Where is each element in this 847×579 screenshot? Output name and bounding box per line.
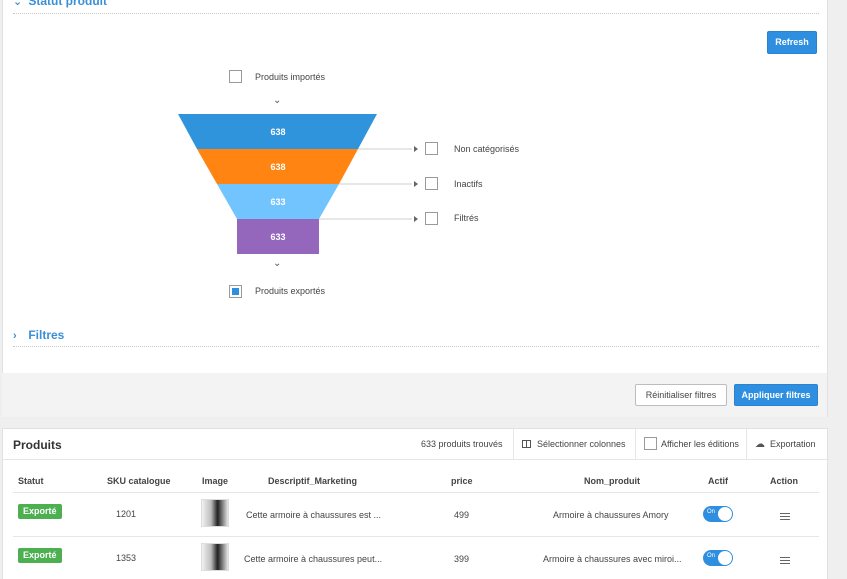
column-header-price[interactable]: price xyxy=(451,476,473,486)
chevron-down-icon: ⌄ xyxy=(13,0,23,8)
funnel-chart: 638 638 633 633 xyxy=(178,114,412,254)
product-thumbnail xyxy=(201,499,229,527)
active-toggle[interactable]: On xyxy=(703,506,733,522)
cloud-upload-icon: ☁ xyxy=(755,439,765,450)
description-cell: Cette armoire à chaussures est ... xyxy=(246,510,382,520)
funnel-stage-2 xyxy=(197,149,358,184)
divider xyxy=(3,459,829,460)
caret-right-icon xyxy=(414,181,418,187)
column-header-descriptif[interactable]: Descriptif_Marketing xyxy=(268,476,358,486)
status-badge: Exporté xyxy=(18,504,62,519)
show-edits-checkbox[interactable] xyxy=(644,437,657,450)
description-cell: Cette armoire à chaussures peut... xyxy=(244,554,383,564)
inactifs-label: Inactifs xyxy=(454,179,483,189)
funnel-stage-4 xyxy=(237,219,319,254)
funnel-value-4: 633 xyxy=(270,232,285,242)
column-header-statut[interactable]: Statut xyxy=(18,476,44,486)
name-cell: Armoire à chaussures Amory xyxy=(553,510,669,520)
refresh-button[interactable]: Refresh xyxy=(767,31,817,54)
column-header-sku[interactable]: SKU catalogue xyxy=(107,476,171,486)
toggle-knob xyxy=(718,551,732,565)
section-statut-produit[interactable]: ⌄ Statut produit xyxy=(13,0,819,14)
export-button[interactable]: ☁ Exportation xyxy=(746,429,816,459)
products-title: Produits xyxy=(13,438,62,452)
price-cell: 499 xyxy=(454,510,470,520)
show-edits-toggle[interactable]: Afficher les éditions xyxy=(635,429,739,459)
toggle-on-label: On xyxy=(707,509,716,515)
name-cell: Armoire à chaussures avec miroi... xyxy=(543,554,682,564)
filtres-label: Filtrés xyxy=(454,213,479,223)
columns-icon xyxy=(522,440,531,448)
chevron-down-icon: ⌄ xyxy=(273,258,282,269)
produits-importes-label: Produits importés xyxy=(255,72,326,82)
chevron-right-icon: › xyxy=(13,330,17,342)
chevron-down-icon: ⌄ xyxy=(273,95,282,106)
non-categorises-label: Non catégorisés xyxy=(454,144,520,154)
column-header-action[interactable]: Action xyxy=(770,476,798,486)
apply-filters-button[interactable]: Appliquer filtres xyxy=(734,384,818,406)
funnel-stage-1 xyxy=(178,114,377,149)
section-filtres[interactable]: › Filtres xyxy=(13,324,819,347)
non-categorises-checkbox[interactable] xyxy=(425,142,438,155)
select-columns-label: Sélectionner colonnes xyxy=(537,439,626,449)
section-statut-title: Statut produit xyxy=(28,0,107,8)
column-header-actif[interactable]: Actif xyxy=(708,476,728,486)
sku-cell: 1201 xyxy=(116,509,137,519)
funnel-stage-3 xyxy=(217,184,339,219)
products-count: 633 produits trouvés xyxy=(421,439,503,449)
produits-exportes-label: Produits exportés xyxy=(255,286,326,296)
product-thumbnail xyxy=(201,543,229,571)
produits-importes-checkbox[interactable] xyxy=(229,70,242,83)
section-filtres-title: Filtres xyxy=(28,328,65,342)
show-edits-label: Afficher les éditions xyxy=(661,439,739,449)
reset-filters-button[interactable]: Réinitialiser filtres xyxy=(635,384,727,406)
toggle-on-label: On xyxy=(707,553,716,559)
inactifs-checkbox[interactable] xyxy=(425,177,438,190)
divider xyxy=(13,492,819,493)
sku-cell: 1353 xyxy=(116,553,137,563)
funnel-value-2: 638 xyxy=(270,162,285,172)
caret-right-icon xyxy=(414,216,418,222)
caret-right-icon xyxy=(414,146,418,152)
column-header-image[interactable]: Image xyxy=(202,476,229,486)
produits-exportes-checkbox[interactable] xyxy=(229,285,242,298)
active-toggle[interactable]: On xyxy=(703,550,733,566)
price-cell: 399 xyxy=(454,554,470,564)
filtres-checkbox[interactable] xyxy=(425,212,438,225)
menu-icon[interactable] xyxy=(780,557,790,566)
status-panel: ⌄ Statut produit Refresh Produits import… xyxy=(2,0,828,417)
toggle-knob xyxy=(718,507,732,521)
funnel-value-1: 638 xyxy=(270,127,285,137)
funnel-value-3: 633 xyxy=(270,197,285,207)
column-header-nom-produit[interactable]: Nom_produit xyxy=(584,476,640,486)
divider xyxy=(13,536,819,537)
status-badge: Exporté xyxy=(18,548,62,563)
menu-icon[interactable] xyxy=(780,513,790,522)
products-panel: Produits 633 produits trouvés Sélectionn… xyxy=(2,428,829,579)
select-columns-button[interactable]: Sélectionner colonnes xyxy=(513,429,626,459)
export-label: Exportation xyxy=(770,439,816,449)
